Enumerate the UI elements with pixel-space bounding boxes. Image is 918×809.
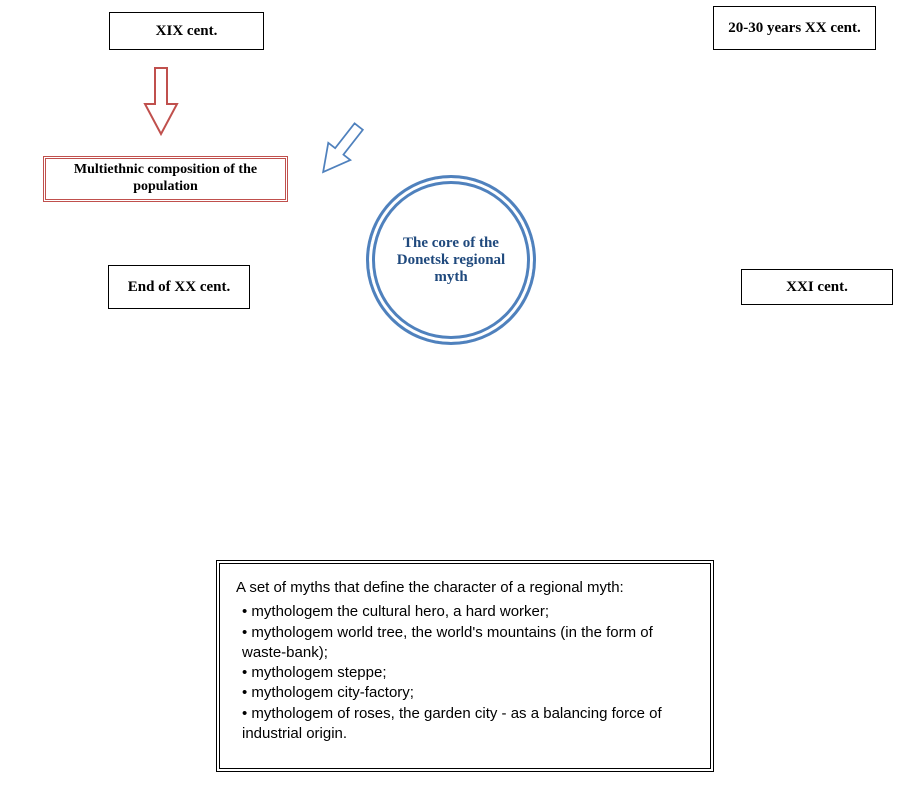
info-item: • mythologem city-factory; (236, 683, 694, 703)
box-xix-cent: XIX cent. (109, 12, 264, 50)
core-circle: The core of the Donetsk regional myth (366, 175, 536, 345)
box-20-30-xx: 20-30 years XX cent. (713, 6, 876, 50)
box-xxi: XXI cent. (741, 269, 893, 305)
info-box: A set of myths that define the character… (216, 560, 714, 772)
arrow-red-down (141, 62, 181, 142)
info-item: • mythologem the cultural hero, a hard w… (236, 602, 694, 622)
box-multiethnic: Multiethnic composition of the populatio… (43, 156, 288, 202)
arrow-red-path (145, 68, 177, 134)
info-item: • mythologem of roses, the garden city -… (236, 704, 694, 745)
box-xix-label: XIX cent. (156, 22, 218, 40)
info-title: A set of myths that define the character… (236, 578, 694, 598)
info-items: • mythologem the cultural hero, a hard w… (236, 602, 694, 744)
box-xxi-label: XXI cent. (786, 278, 848, 296)
arrow-blue-path (312, 118, 370, 181)
box-multiethnic-label: Multiethnic composition of the populatio… (50, 162, 281, 196)
box-20-30-label: 20-30 years XX cent. (728, 19, 860, 37)
box-end-xx: End of XX cent. (108, 265, 250, 309)
info-item: • mythologem steppe; (236, 663, 694, 683)
box-end-xx-label: End of XX cent. (128, 278, 231, 296)
arrow-blue-diag (283, 95, 397, 206)
core-circle-label: The core of the Donetsk regional myth (387, 235, 515, 286)
info-item: • mythologem world tree, the world's mou… (236, 623, 694, 664)
